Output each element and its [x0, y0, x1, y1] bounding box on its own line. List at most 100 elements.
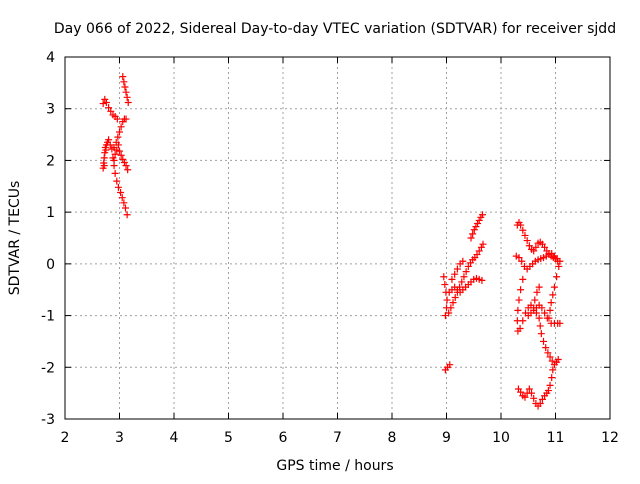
data-point	[462, 268, 470, 276]
data-point	[458, 278, 466, 286]
data-point	[120, 158, 128, 166]
data-point	[553, 273, 561, 281]
data-point	[464, 262, 472, 270]
data-point	[122, 115, 130, 123]
data-point	[451, 293, 459, 301]
data-point	[121, 83, 129, 91]
x-tick-label: 2	[61, 430, 70, 446]
data-point	[100, 162, 108, 170]
data-point	[555, 262, 563, 270]
data-point	[525, 242, 533, 250]
data-point	[469, 230, 477, 238]
data-point	[475, 247, 483, 255]
data-points	[99, 73, 564, 410]
data-point	[538, 304, 546, 312]
x-tick-label: 12	[601, 430, 619, 446]
data-point	[519, 226, 527, 234]
data-point	[110, 156, 118, 164]
data-point	[517, 221, 525, 229]
data-point	[120, 78, 128, 86]
data-point	[119, 155, 127, 163]
x-tick-label: 3	[115, 430, 124, 446]
data-point	[519, 392, 527, 400]
data-point	[113, 177, 121, 185]
data-point	[515, 254, 523, 262]
data-point	[473, 251, 481, 259]
data-point	[477, 243, 485, 251]
data-point	[121, 204, 129, 212]
data-point	[447, 304, 455, 312]
data-point	[449, 299, 457, 307]
data-point	[556, 319, 564, 327]
data-point	[124, 99, 132, 107]
data-point	[556, 257, 564, 265]
data-point	[543, 314, 551, 322]
data-point	[470, 226, 478, 234]
data-point	[474, 220, 482, 228]
y-tick-label: 0	[46, 257, 55, 273]
y-tick-label: -1	[41, 309, 55, 325]
data-point	[546, 306, 554, 314]
data-point	[117, 188, 125, 196]
x-tick-label: 7	[333, 430, 342, 446]
data-point	[122, 88, 130, 96]
data-point	[111, 150, 119, 158]
data-point	[448, 275, 456, 283]
data-point	[123, 93, 131, 101]
data-point	[124, 166, 132, 174]
x-tick-label: 8	[388, 430, 397, 446]
data-point	[549, 291, 557, 299]
data-point	[515, 296, 523, 304]
y-axis-label: SDTVAR / TECUs	[7, 181, 23, 296]
data-point	[117, 123, 125, 131]
data-point	[554, 356, 562, 364]
data-point	[530, 247, 538, 255]
data-point	[518, 257, 526, 265]
data-point	[441, 281, 449, 289]
data-point	[550, 283, 558, 291]
data-point	[451, 270, 459, 278]
data-point	[541, 309, 549, 317]
data-point	[535, 314, 543, 322]
data-point	[114, 183, 122, 191]
y-tick-label: 1	[46, 205, 55, 221]
data-point	[530, 394, 538, 402]
data-point	[546, 353, 554, 361]
data-point	[548, 357, 556, 365]
data-point	[118, 194, 126, 202]
data-point	[523, 389, 531, 397]
data-point	[537, 330, 545, 338]
data-point	[113, 146, 121, 154]
data-point	[521, 231, 529, 239]
data-point	[540, 337, 548, 345]
y-tick-label: -3	[41, 412, 55, 428]
data-point	[106, 141, 114, 149]
data-point	[479, 240, 487, 248]
data-point	[532, 243, 540, 251]
data-point	[105, 104, 113, 112]
data-point	[114, 141, 122, 149]
data-point	[123, 211, 131, 219]
data-point	[549, 366, 557, 374]
data-point	[122, 162, 130, 170]
data-point	[538, 395, 546, 403]
data-point	[460, 273, 468, 281]
chart-title: Day 066 of 2022, Sidereal Day-to-day VTE…	[54, 21, 616, 37]
data-point	[99, 100, 107, 108]
data-point	[517, 286, 525, 294]
data-point	[102, 99, 110, 107]
x-tick-label: 5	[224, 430, 233, 446]
data-point	[101, 95, 109, 103]
y-tick-label: 2	[46, 153, 55, 169]
x-tick-label: 6	[279, 430, 288, 446]
data-point	[120, 199, 128, 207]
data-point	[542, 344, 550, 352]
data-point	[541, 392, 549, 400]
data-point	[445, 309, 453, 317]
grid-lines	[65, 57, 610, 419]
data-point	[467, 234, 475, 242]
x-tick-label: 4	[170, 430, 179, 446]
